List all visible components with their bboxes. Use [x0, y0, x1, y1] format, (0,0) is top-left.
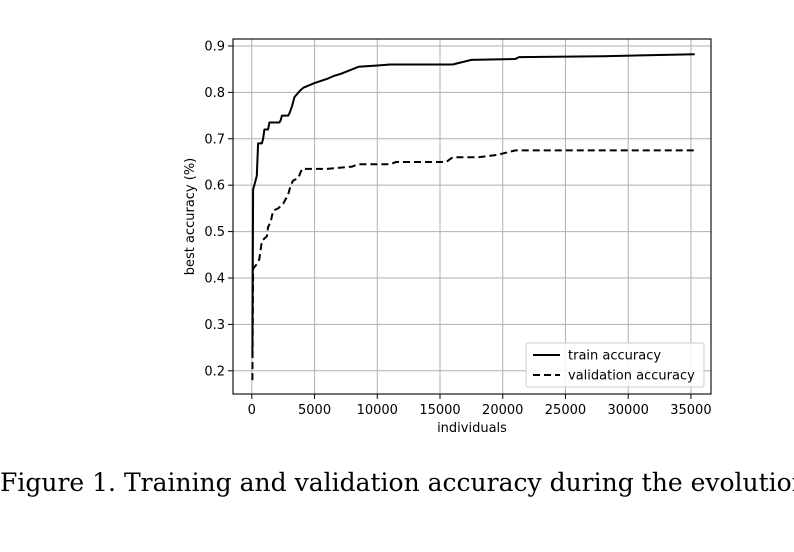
y-axis-label: best accuracy (%): [183, 158, 198, 276]
y-tick-label: 0.8: [204, 86, 225, 101]
y-tick-label: 0.7: [204, 132, 225, 147]
y-tick-label: 0.3: [204, 318, 225, 333]
x-tick-label: 30000: [608, 403, 649, 418]
x-tick-label: 20000: [482, 403, 523, 418]
series-line-train-accuracy: [251, 53, 695, 357]
y-tick-label: 0.4: [204, 271, 225, 286]
figure-caption: Figure 1. Training and validation accura…: [0, 468, 794, 497]
ticks: 0 5000 10000 15000 20000 25000 30000 35000 0.2 0.…: [204, 39, 711, 418]
x-tick-label: 15000: [419, 403, 460, 418]
series-layer: [251, 53, 695, 381]
y-tick-label: 0.2: [204, 364, 225, 379]
series-line-validation-accuracy: [251, 149, 695, 381]
legend-box: [525, 342, 705, 388]
legend-label-validation: validation accuracy: [568, 369, 695, 384]
y-tick-label: 0.9: [204, 39, 225, 54]
grid: [233, 39, 711, 394]
x-tick-label: 0: [248, 403, 256, 418]
y-tick-label: 0.6: [204, 179, 225, 194]
legend: train accuracy validation accuracy: [525, 342, 705, 388]
legend-label-train: train accuracy: [568, 349, 661, 364]
x-tick-label: 10000: [357, 403, 398, 418]
x-tick-label: 35000: [670, 403, 711, 418]
plot-frame: [232, 38, 712, 395]
x-tick-label: 25000: [545, 403, 586, 418]
x-axis-label: individuals: [437, 421, 507, 436]
y-tick-label: 0.5: [204, 225, 225, 240]
x-tick-label: 5000: [298, 403, 331, 418]
